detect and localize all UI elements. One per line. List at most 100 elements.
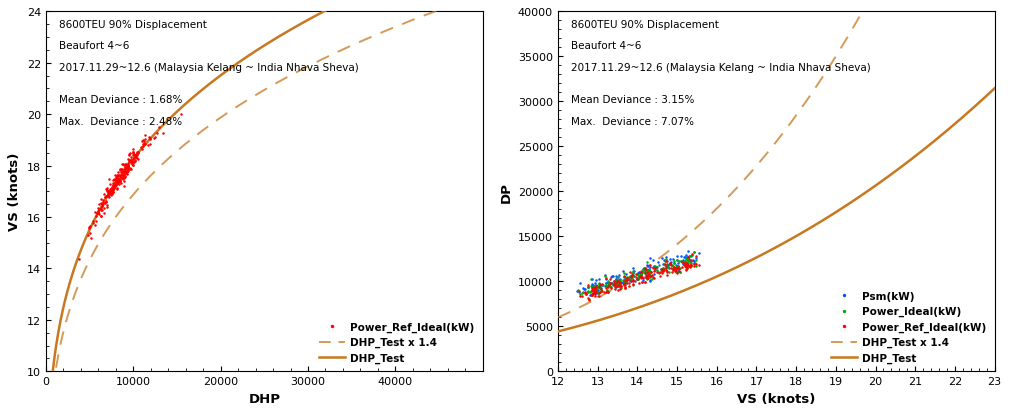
Point xyxy=(611,277,627,284)
Point xyxy=(628,271,644,277)
Point xyxy=(93,197,109,203)
Point xyxy=(633,279,649,285)
Point xyxy=(599,287,615,294)
Point xyxy=(663,262,679,269)
Point xyxy=(125,146,141,153)
Point xyxy=(103,186,119,193)
Point xyxy=(148,131,165,137)
Point xyxy=(597,272,613,278)
Point xyxy=(121,152,137,159)
Legend: Power_Ref_Ideal(kW), DHP_Test x 1.4, DHP_Test: Power_Ref_Ideal(kW), DHP_Test x 1.4, DHP… xyxy=(316,319,478,366)
Point xyxy=(600,284,616,291)
Point xyxy=(103,192,119,199)
Point xyxy=(624,272,640,279)
Point xyxy=(584,292,600,298)
Point xyxy=(117,169,133,176)
Point xyxy=(141,142,158,148)
Point xyxy=(609,280,625,287)
Point xyxy=(105,180,121,187)
Point xyxy=(617,278,633,284)
Point xyxy=(586,285,602,291)
Point xyxy=(141,137,158,143)
Point xyxy=(122,158,138,164)
Point xyxy=(587,280,603,287)
Point xyxy=(674,259,690,265)
Point xyxy=(625,282,641,288)
Point xyxy=(104,189,120,195)
Point xyxy=(91,211,107,218)
Point xyxy=(616,271,632,277)
Point xyxy=(113,169,129,176)
Point xyxy=(613,282,629,289)
Point xyxy=(120,169,136,175)
Point xyxy=(113,175,129,181)
Point xyxy=(592,285,608,292)
Point xyxy=(118,165,134,172)
Point xyxy=(82,224,98,231)
Point xyxy=(618,271,634,278)
Point xyxy=(592,289,608,295)
Point xyxy=(597,273,613,280)
Point xyxy=(676,260,692,267)
Point xyxy=(584,275,600,282)
Point xyxy=(634,268,650,275)
Point xyxy=(104,189,120,196)
Point xyxy=(584,281,600,287)
Point xyxy=(683,253,699,259)
Point xyxy=(589,288,605,295)
Point xyxy=(83,235,99,241)
Point xyxy=(667,266,683,272)
Point xyxy=(656,262,673,269)
Point xyxy=(105,177,121,184)
Point xyxy=(640,270,656,276)
Point xyxy=(646,263,663,269)
Point xyxy=(661,269,677,275)
Point xyxy=(612,280,628,286)
Point xyxy=(122,159,138,165)
Point xyxy=(594,282,610,289)
Point xyxy=(611,277,627,283)
Point xyxy=(638,269,654,275)
Point xyxy=(672,265,688,272)
Point xyxy=(603,284,619,290)
Point xyxy=(683,260,699,266)
Point xyxy=(661,261,677,268)
Point xyxy=(670,265,686,272)
Point xyxy=(639,272,655,279)
Point xyxy=(120,165,136,172)
Point xyxy=(128,152,144,159)
Point xyxy=(115,172,131,179)
Point xyxy=(671,263,687,269)
Point xyxy=(593,285,609,291)
Point xyxy=(586,290,602,297)
Point xyxy=(606,278,622,285)
Point xyxy=(110,173,126,179)
Point xyxy=(669,263,685,269)
Point xyxy=(637,271,653,277)
Point xyxy=(82,223,98,230)
Point xyxy=(584,291,600,297)
Point xyxy=(669,253,685,260)
Text: 2017.11.29~12.6 (Malaysia Kelang ~ India Nhava Sheva): 2017.11.29~12.6 (Malaysia Kelang ~ India… xyxy=(571,63,871,73)
Point xyxy=(582,292,598,299)
Point xyxy=(598,280,614,287)
Point xyxy=(128,154,144,161)
Point xyxy=(582,289,598,296)
Point xyxy=(616,282,632,289)
Point xyxy=(586,285,602,292)
Point xyxy=(584,292,600,299)
Point xyxy=(583,292,599,299)
Point xyxy=(619,274,635,280)
Point xyxy=(598,280,614,287)
Point xyxy=(611,280,627,286)
Point xyxy=(113,174,129,181)
Point xyxy=(680,254,696,261)
Point xyxy=(691,249,707,256)
Point xyxy=(109,175,125,181)
Point xyxy=(626,268,642,274)
Point xyxy=(115,170,131,176)
Point xyxy=(665,256,681,263)
Point xyxy=(97,194,113,201)
Point xyxy=(608,279,624,285)
Point xyxy=(96,210,112,216)
